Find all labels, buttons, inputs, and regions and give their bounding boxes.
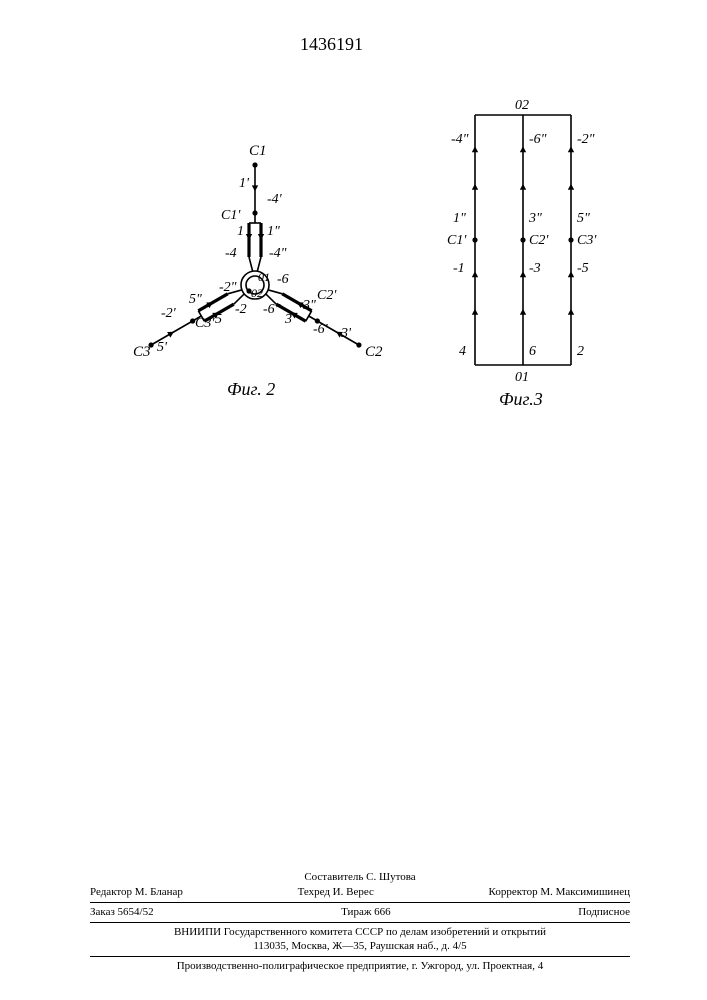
svg-text:-2': -2' — [161, 306, 177, 321]
svg-text:-2: -2 — [235, 302, 247, 317]
footer-rule-2 — [90, 922, 630, 923]
footer-line3: Производственно-полиграфическое предприя… — [90, 959, 630, 974]
svg-text:Фиг.3: Фиг.3 — [499, 389, 543, 409]
footer-compiler: Составитель С. Шутова — [90, 870, 630, 885]
svg-text:3': 3' — [340, 326, 352, 341]
svg-text:5": 5" — [189, 292, 202, 307]
footer-block: Составитель С. Шутова Редактор М. Бланар… — [90, 870, 630, 974]
figure-3: -4" 1" C1' -1 4 -6" 3" C2' -3 6 -2" 5" C3' -5 2 02 01 Фиг… — [445, 95, 645, 460]
svg-text:1: 1 — [237, 224, 244, 239]
figure-2: 0102C1C3C21'-4'C1'11"-4-4"-2"-65"-2'C3'5… — [90, 90, 420, 435]
svg-text:6: 6 — [529, 344, 536, 359]
svg-text:C3: C3 — [133, 344, 151, 360]
svg-text:5: 5 — [215, 312, 222, 327]
svg-text:3": 3" — [528, 211, 542, 226]
svg-text:1": 1" — [267, 224, 280, 239]
svg-text:4: 4 — [459, 344, 466, 359]
footer-tirazh: Тираж 666 — [341, 905, 391, 920]
svg-text:-6': -6' — [313, 322, 329, 337]
footer-rule-3 — [90, 956, 630, 957]
svg-text:-4: -4 — [225, 246, 237, 261]
svg-text:2: 2 — [577, 344, 584, 359]
svg-text:C1': C1' — [447, 233, 467, 248]
footer-line1: ВНИИПИ Государственного комитета СССР по… — [90, 925, 630, 940]
footer-sub: Подписное — [578, 905, 630, 920]
footer-row-1: Редактор М. Бланар Техред И. Верес Корре… — [90, 885, 630, 900]
svg-text:01: 01 — [515, 370, 529, 385]
footer-tech: Техред И. Верес — [298, 885, 374, 900]
svg-text:-4': -4' — [267, 192, 283, 207]
svg-text:-2": -2" — [577, 132, 595, 147]
svg-text:-4": -4" — [269, 246, 287, 261]
svg-text:02: 02 — [251, 286, 263, 300]
svg-text:3": 3" — [302, 298, 316, 313]
svg-text:-5: -5 — [577, 261, 589, 276]
svg-text:C3': C3' — [577, 233, 597, 248]
svg-text:C2': C2' — [317, 288, 337, 303]
svg-text:5": 5" — [577, 211, 590, 226]
svg-text:C3': C3' — [195, 316, 215, 331]
footer-corrector: Корректор М. Максимишинец — [489, 885, 630, 900]
svg-text:02: 02 — [515, 98, 529, 113]
page-number: 1436191 — [300, 34, 363, 55]
svg-text:1": 1" — [453, 211, 466, 226]
svg-text:-6": -6" — [263, 302, 281, 317]
svg-text:01: 01 — [258, 270, 270, 284]
svg-text:C2': C2' — [529, 233, 549, 248]
footer-editor: Редактор М. Бланар — [90, 885, 183, 900]
figure-3-svg: -4" 1" C1' -1 4 -6" 3" C2' -3 6 -2" 5" C3' -5 2 02 01 Фиг… — [445, 95, 645, 455]
svg-text:C2: C2 — [365, 344, 383, 360]
svg-text:Фиг. 2: Фиг. 2 — [227, 379, 275, 399]
svg-text:5': 5' — [157, 340, 168, 355]
svg-text:-6": -6" — [529, 132, 547, 147]
svg-text:-2": -2" — [219, 280, 237, 295]
svg-text:-3: -3 — [529, 261, 541, 276]
figure-2-svg: 0102C1C3C21'-4'C1'11"-4-4"-2"-65"-2'C3'5… — [90, 90, 420, 430]
footer-rule-1 — [90, 902, 630, 903]
svg-text:C1: C1 — [249, 143, 267, 159]
footer-line2: 113035, Москва, Ж—35, Раушская наб., д. … — [90, 939, 630, 954]
svg-text:-6: -6 — [277, 272, 289, 287]
svg-text:3: 3 — [284, 312, 292, 327]
svg-text:1': 1' — [239, 176, 250, 191]
footer-order: Заказ 5654/52 — [90, 905, 154, 920]
svg-text:-4": -4" — [451, 132, 469, 147]
svg-text:-1: -1 — [453, 261, 465, 276]
svg-text:C1': C1' — [221, 208, 241, 223]
footer-row-2: Заказ 5654/52 Тираж 666 Подписное — [90, 905, 630, 920]
